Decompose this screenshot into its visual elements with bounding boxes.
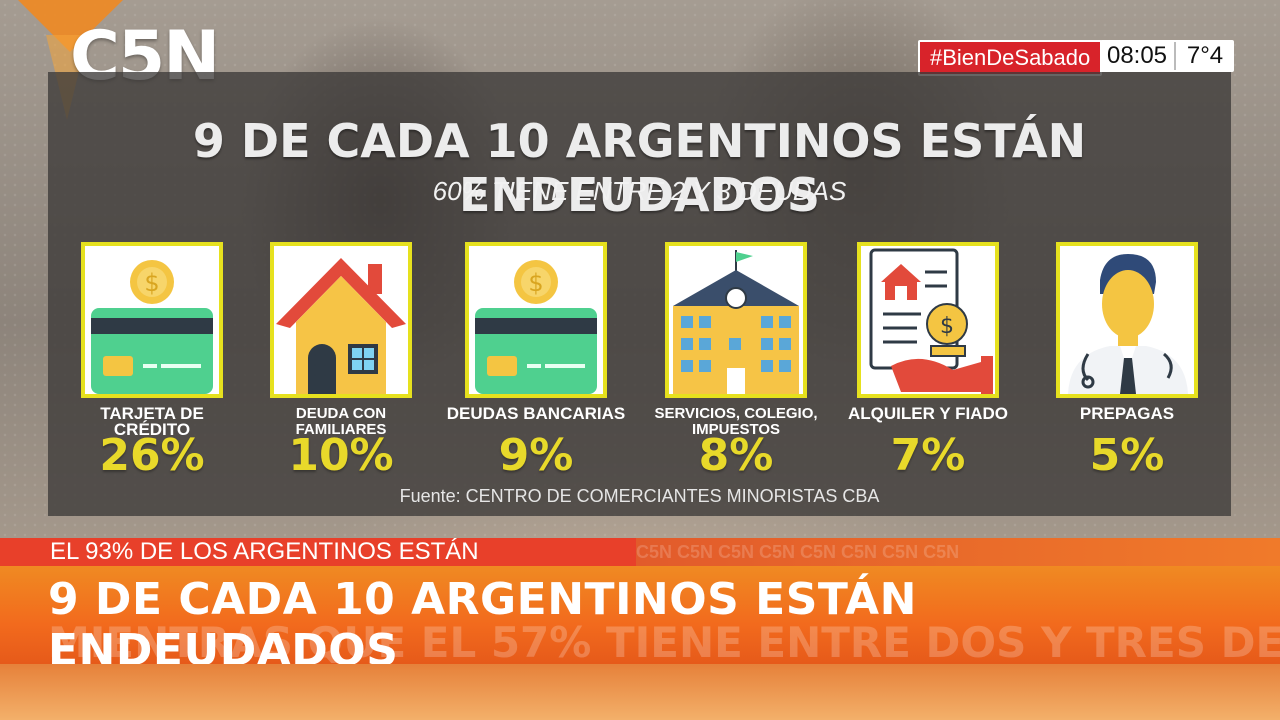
debt-item-family: DEUDA CON FAMILIARES 10% [251,242,431,481]
debt-item-prepaid-health: PREPAGAS 5% [1037,242,1217,481]
debt-percentage: 10% [288,430,394,481]
debt-item-rent: $ ALQUILER Y FIADO 7% [838,242,1018,481]
debt-percentage: 8% [698,430,774,481]
lower-third-kicker: EL 93% DE LOS ARGENTINOS ESTÁN ENDEUDADO… [0,538,636,593]
rent-document-coin-icon: $ [857,242,999,398]
infographic-subtitle: 60% TIENE ENTRE 2 Y 3 DEUDAS [432,176,847,206]
clock-weather-box: 08:05 7°4 [1100,40,1234,72]
infographic-panel: 9 DE CADA 10 ARGENTINOS ESTÁN ENDEUDADOS… [48,72,1231,516]
doctor-icon [1056,242,1198,398]
hashtag-badge: #BienDeSabado [918,40,1103,76]
headline-text: 9 DE CADA 10 ARGENTINOS ESTÁN ENDEUDADOS [48,574,917,664]
svg-text:$: $ [144,269,159,297]
debt-label: DEUDAS BANCARIAS [446,404,626,423]
time-display: 08:05 [1100,42,1176,70]
source-note: Fuente: CENTRO DE COMERCIANTES MINORISTA… [399,486,880,506]
debt-label: PREPAGAS [1079,404,1175,423]
headline-ghost-text: MIENTRAS QUE EL 57% TIENE ENTRE DOS Y TR… [48,618,1280,664]
debt-item-credit-card: $ TARJETA DE CRÉDITO 26% [62,242,242,481]
svg-text:$: $ [940,314,954,339]
credit-card-coin-icon: $ [81,242,223,398]
svg-text:$: $ [528,269,543,297]
ticker-bar [0,664,1280,720]
school-building-icon [665,242,807,398]
debt-label: DEUDA CON FAMILIARES [295,405,387,438]
debt-label: SERVICIOS, COLEGIO, IMPUESTOS [654,405,818,438]
house-icon [270,242,412,398]
debt-percentage: 7% [890,430,966,481]
kicker-watermark: C5N C5N C5N C5N C5N C5N C5N C5N [636,542,960,562]
debt-percentage: 5% [1089,430,1165,481]
debt-percentage: 26% [99,430,205,481]
kicker-watermark-strip: C5N C5N C5N C5N C5N C5N C5N C5N [636,538,1280,566]
debt-item-bank: $ DEUDAS BANCARIAS 9% [446,242,626,481]
debt-label: ALQUILER Y FIADO [848,404,1008,423]
weather-display: 7°4 [1186,42,1224,69]
headline-bar: 9 DE CADA 10 ARGENTINOS ESTÁN ENDEUDADOS… [0,566,1280,664]
debt-label: TARJETA DE CRÉDITO [100,404,204,439]
debt-percentage: 9% [498,430,574,481]
debt-item-services: SERVICIOS, COLEGIO, IMPUESTOS 8% [646,242,826,481]
infographic-title: 9 DE CADA 10 ARGENTINOS ESTÁN ENDEUDADOS [192,114,1087,222]
credit-card-coin-icon: $ [465,242,607,398]
